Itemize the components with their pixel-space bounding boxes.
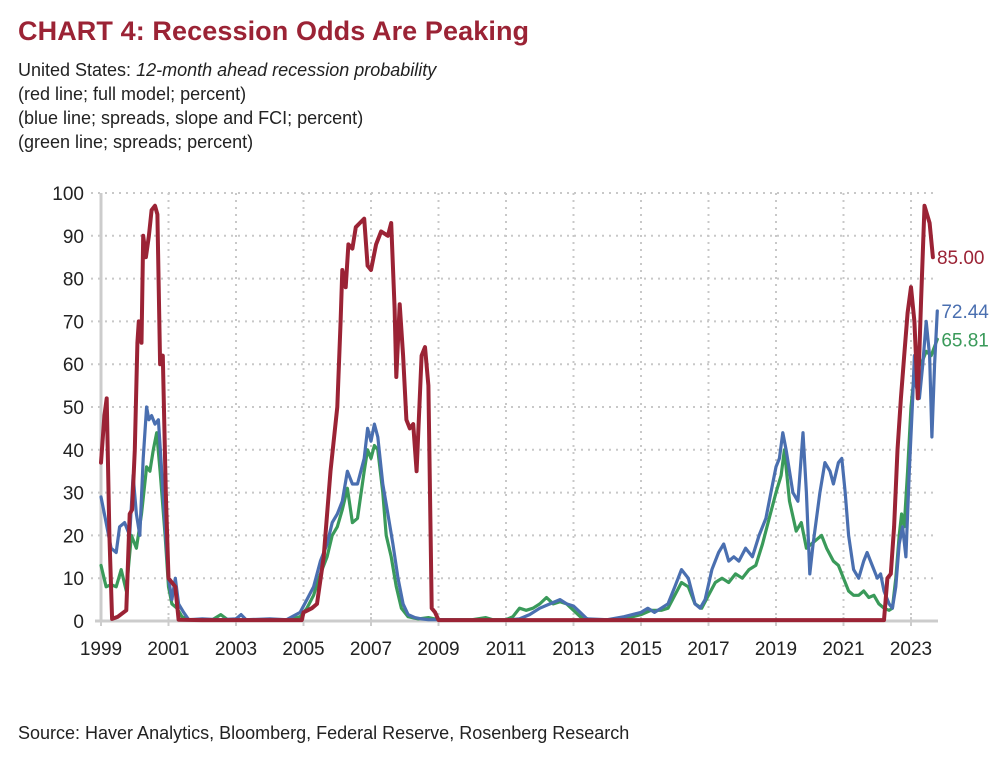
x-tick-label: 2009 [417,639,459,660]
end-label-red: 85.00 [937,248,985,269]
subtitle-italic: 12-month ahead recession probability [136,60,437,80]
y-tick-label: 40 [63,441,84,462]
y-tick-label: 50 [63,398,84,419]
y-tick-label: 0 [73,612,84,633]
y-tick-label: 20 [63,526,84,547]
x-tick-label: 2003 [215,639,257,660]
note-green-line: (green line; spreads; percent) [18,132,254,152]
x-tick-label: 2017 [687,639,729,660]
x-tick-label: 2015 [620,639,662,660]
x-tick-label: 2011 [486,639,527,660]
y-tick-label: 10 [63,569,84,590]
y-tick-label: 90 [63,227,84,248]
end-labels: 85.00 72.44 65.81 [937,248,989,351]
series-line-blue [99,309,939,622]
chart-title: CHART 4: Recession Odds Are Peaking [18,16,530,46]
gridlines [91,192,938,621]
y-tick-label: 60 [63,355,84,376]
y-tick-label: 30 [63,484,84,505]
x-tick-label: 2001 [147,639,189,660]
note-blue-line: (blue line; spreads, slope and FCI; perc… [18,108,364,128]
end-label-green: 65.81 [941,330,989,351]
x-tick-label: 1999 [80,639,122,660]
x-tick-label: 2021 [822,639,864,660]
tick-labels: 0 10 20 30 40 50 60 70 80 90 100 1999 2001 2003 2005 20… [52,184,932,660]
y-tick-label: 80 [63,270,84,291]
series-line-red [99,203,935,623]
subtitle-prefix: United States: [18,60,137,80]
chart-subtitle: United States: 12-month ahead recession … [18,60,436,81]
x-tick-label: 2013 [552,639,594,660]
y-tick-label: 70 [63,312,84,333]
source-note: Source: Haver Analytics, Bloomberg, Fede… [18,723,630,743]
note-red-line: (red line; full model; percent) [18,84,247,104]
series-lines [99,203,939,623]
x-tick-label: 2005 [282,639,324,660]
line-chart: 0 10 20 30 40 50 60 70 80 90 100 1999 2001 2003 2005 20… [52,184,989,660]
x-tick-label: 2007 [350,639,392,660]
x-tick-label: 2019 [755,639,797,660]
end-label-blue: 72.44 [941,302,989,323]
x-tick-label: 2023 [890,639,932,660]
y-tick-label: 100 [52,184,84,205]
